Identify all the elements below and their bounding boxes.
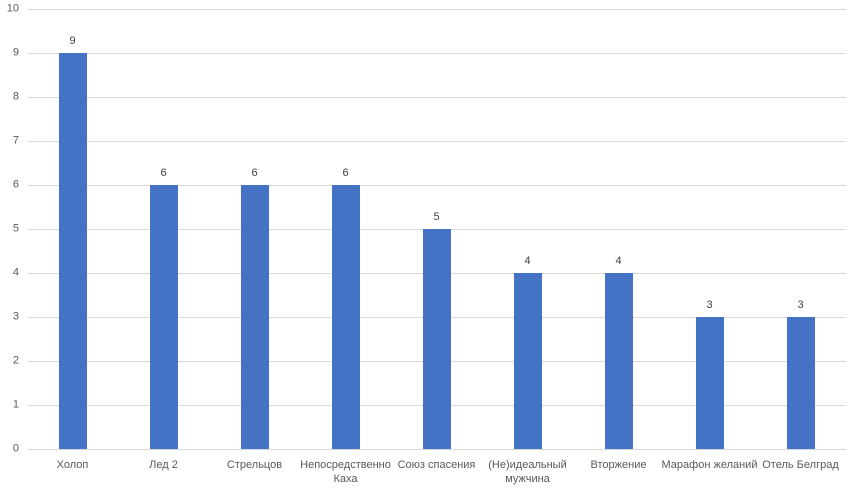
y-tick-label: 8 bbox=[12, 90, 19, 103]
bar-value-label: 9 bbox=[69, 35, 76, 47]
x-category-label: Отель Белград bbox=[762, 459, 839, 471]
bar-value-label: 3 bbox=[706, 299, 713, 311]
x-category-label: Союз спасения bbox=[397, 459, 476, 471]
bar bbox=[149, 185, 178, 449]
x-category-label: Марафон желаний bbox=[661, 459, 758, 471]
bar bbox=[331, 185, 360, 449]
bar bbox=[58, 53, 87, 449]
y-tick-label: 6 bbox=[12, 178, 19, 191]
bar bbox=[513, 273, 542, 449]
y-tick-label: 10 bbox=[6, 2, 19, 15]
bar bbox=[786, 317, 815, 449]
y-tick-label: 1 bbox=[12, 398, 19, 411]
y-tick-label: 3 bbox=[12, 310, 19, 323]
x-category-label: Непосредственно Каха bbox=[300, 459, 391, 485]
x-category-label: Лед 2 bbox=[149, 459, 178, 471]
y-tick-label: 9 bbox=[12, 46, 19, 59]
y-tick-label: 4 bbox=[12, 266, 19, 279]
bar-value-label: 6 bbox=[251, 167, 258, 179]
y-tick-label: 7 bbox=[12, 134, 19, 147]
x-category-label: Стрельцов bbox=[226, 459, 283, 471]
y-tick-label: 2 bbox=[12, 354, 19, 367]
gridline bbox=[27, 53, 846, 54]
bar-value-label: 6 bbox=[160, 167, 167, 179]
bar-value-label: 4 bbox=[615, 255, 622, 267]
bar bbox=[240, 185, 269, 449]
y-tick-label: 0 bbox=[12, 442, 19, 455]
bar-value-label: 5 bbox=[433, 211, 440, 223]
gridline bbox=[27, 97, 846, 98]
bar-value-label: 6 bbox=[342, 167, 349, 179]
bar bbox=[695, 317, 724, 449]
x-category-label: Холоп bbox=[56, 459, 89, 471]
x-category-label: (Не)идеальный мужчина bbox=[488, 459, 567, 485]
bar-value-label: 3 bbox=[797, 299, 804, 311]
y-tick-label: 5 bbox=[12, 222, 19, 235]
bar bbox=[422, 229, 451, 449]
gridline bbox=[27, 185, 846, 186]
gridline bbox=[27, 9, 846, 10]
x-category-label: Вторжение bbox=[590, 459, 647, 471]
bar bbox=[604, 273, 633, 449]
gridline bbox=[27, 141, 846, 142]
gridline bbox=[27, 449, 846, 450]
bar-value-label: 4 bbox=[524, 255, 531, 267]
